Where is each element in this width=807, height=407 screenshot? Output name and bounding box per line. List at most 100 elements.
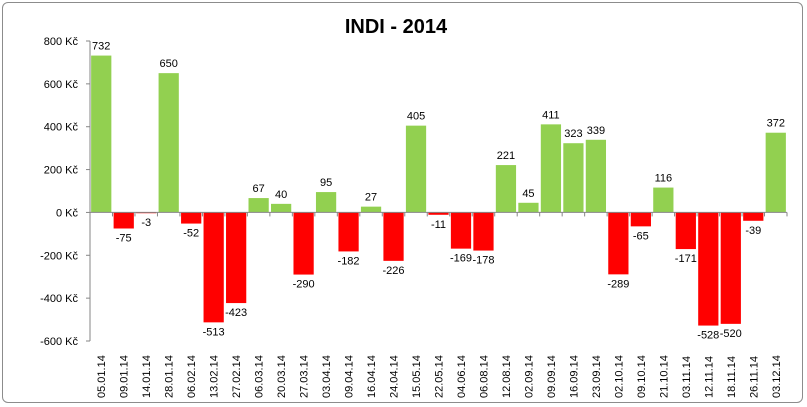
x-tick-label: 03.11.14 (681, 356, 693, 398)
y-tick-label: -400 Kč (40, 293, 78, 305)
bar-06.02.14 (181, 212, 202, 224)
data-label: 45 (522, 188, 534, 200)
x-tick-label: 06.02.14 (186, 355, 198, 398)
data-label: 650 (160, 58, 178, 70)
x-tick-label: 12.11.14 (703, 356, 715, 398)
bar-02.10.14 (608, 212, 629, 275)
y-axis: 800 Kč 600 Kč 400 Kč 200 Kč 0 Kč -200 Kč -400 … (40, 36, 91, 348)
x-tick-label: 26.11.14 (748, 356, 760, 398)
x-tick-label: 02.09.14 (523, 355, 535, 398)
x-tick-label: 16.04.14 (366, 355, 378, 398)
bar-16.04.14 (360, 206, 382, 213)
data-label: 323 (564, 128, 582, 140)
bar-27.02.14 (226, 212, 247, 304)
bar-06.08.14 (473, 212, 494, 251)
x-tick-label: 28.01.14 (164, 355, 176, 398)
bar-12.08.14 (495, 165, 517, 213)
bar-18.11.14 (720, 212, 741, 324)
data-label: 339 (587, 125, 605, 137)
data-label: -39 (745, 225, 761, 237)
bar-23.09.14 (585, 139, 607, 213)
data-label: -3 (141, 217, 151, 229)
data-label: 411 (542, 109, 560, 121)
data-label: -169 (450, 253, 472, 265)
bar-03.11.14 (675, 212, 696, 250)
y-tick-label: -600 Kč (40, 336, 78, 348)
x-tick-label: 06.08.14 (478, 355, 490, 398)
x-tick-label: 09.04.14 (344, 355, 356, 398)
data-label: -289 (607, 278, 629, 290)
y-tick-label: -200 Kč (40, 250, 78, 262)
x-tick-label: 27.02.14 (231, 355, 243, 398)
data-label: -178 (472, 255, 494, 267)
bar-22.05.14 (428, 212, 449, 215)
data-labels: 732 -75 -3 650 -52 -513-423 67 40 -290 95 -182 27 -2… (92, 41, 785, 342)
bar-04.06.14 (450, 212, 472, 249)
x-tick-label: 02.10.14 (613, 355, 625, 398)
x-axis: 05.01.14 09.01.14 14.01.14 28.01.14 06.02.14… (89, 211, 788, 398)
bars (91, 55, 786, 326)
x-tick-label: 14.01.14 (141, 355, 153, 398)
data-label: -65 (633, 230, 649, 242)
x-tick-label: 03.12.14 (771, 355, 783, 398)
x-tick-label: 24.04.14 (389, 355, 401, 398)
bar-15.05.14 (405, 125, 427, 213)
data-label: -75 (116, 233, 132, 245)
chart-title: INDI - 2014 (345, 16, 448, 38)
data-label: -171 (675, 253, 697, 265)
data-label: 67 (253, 183, 265, 195)
data-label: 372 (767, 118, 785, 130)
data-label: 40 (275, 189, 287, 201)
data-label: -513 (203, 326, 225, 338)
x-tick-label: 16.09.14 (568, 355, 580, 398)
bar-24.04.14 (383, 212, 404, 261)
x-tick-label: 03.04.14 (321, 355, 333, 398)
y-tick-label: 600 Kč (44, 79, 79, 91)
y-tick-label: 0 Kč (56, 207, 79, 219)
y-tick-label: 200 Kč (44, 165, 79, 177)
bar-13.02.14 (203, 212, 224, 323)
data-label: 221 (497, 150, 515, 162)
data-label: -520 (720, 328, 742, 340)
x-tick-label: 21.10.14 (658, 355, 670, 398)
x-tick-label: 22.05.14 (434, 355, 446, 398)
data-label: -423 (225, 307, 247, 319)
x-tick-label: 27.03.14 (299, 355, 311, 398)
y-tick-label: 400 Kč (44, 122, 79, 134)
bar-16.09.14 (563, 143, 584, 213)
bar-09.09.14 (540, 124, 562, 213)
x-tick-label: 23.09.14 (591, 355, 603, 398)
x-tick-label: 15.05.14 (411, 355, 423, 398)
data-label: 95 (320, 177, 332, 189)
data-label: -226 (383, 265, 405, 277)
bar-09.10.14 (630, 212, 651, 227)
data-label: 27 (365, 192, 377, 204)
data-label: -290 (293, 279, 315, 291)
x-tick-label: 18.11.14 (726, 356, 738, 398)
bar-09.04.14 (338, 212, 359, 252)
bar-27.03.14 (293, 212, 314, 275)
y-tick-label: 800 Kč (44, 36, 79, 48)
bar-12.11.14 (698, 212, 719, 326)
bar-28.01.14 (158, 73, 179, 213)
data-label: -52 (183, 228, 199, 240)
bar-06.03.14 (248, 198, 269, 213)
x-tick-label: 20.03.14 (276, 355, 288, 398)
x-tick-label: 09.09.14 (546, 355, 558, 398)
data-label: 732 (92, 41, 110, 53)
x-tick-label: 05.01.14 (96, 355, 108, 398)
bar-26.11.14 (743, 212, 764, 221)
x-tick-label: 13.02.14 (209, 355, 221, 398)
data-label: 116 (655, 173, 673, 185)
bar-09.01.14 (113, 212, 134, 229)
data-label: -182 (338, 255, 360, 267)
data-label: 405 (407, 111, 425, 123)
x-tick-label: 06.03.14 (254, 355, 266, 398)
bar-03.12.14 (765, 132, 786, 213)
bar-05.01.14 (91, 55, 112, 213)
x-tick-label: 09.10.14 (636, 355, 648, 398)
bar-02.09.14 (518, 202, 539, 213)
bar-20.03.14 (271, 203, 292, 213)
x-tick-label: 12.08.14 (501, 355, 513, 398)
